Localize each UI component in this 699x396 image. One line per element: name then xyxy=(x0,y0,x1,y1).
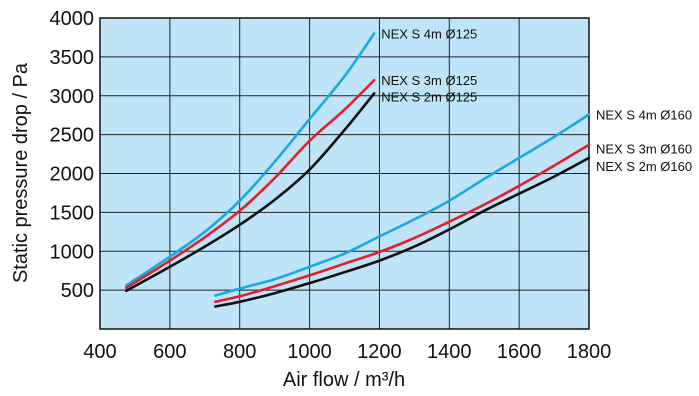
y-axis-title: Static pressure drop / Pa xyxy=(10,62,32,283)
series-line xyxy=(214,113,591,297)
series-line xyxy=(214,143,591,304)
x-tick-label: 1000 xyxy=(287,341,332,363)
series-line xyxy=(124,78,376,290)
x-axis-title: Air flow / m³/h xyxy=(283,369,405,391)
series-label: NEX S 2m Ø160 xyxy=(596,159,692,174)
y-tick-label: 2000 xyxy=(50,164,95,186)
x-tick-label: 1600 xyxy=(497,341,542,363)
y-tick-label: 1500 xyxy=(50,202,95,224)
series-label: NEX S 4m Ø160 xyxy=(596,107,692,122)
series-line xyxy=(124,92,376,293)
x-tick-labels: 400 600 800 1000 1200 1400 1600 1800 xyxy=(83,341,611,363)
x-tick-label: 800 xyxy=(223,341,256,363)
series-label: NEX S 4m Ø125 xyxy=(381,27,477,42)
y-tick-label: 3000 xyxy=(50,86,95,108)
y-tick-labels: 500 1000 1500 2000 2500 3000 3500 4000 xyxy=(50,8,95,302)
series-lines xyxy=(124,32,591,308)
y-tick-label: 1000 xyxy=(50,241,95,263)
x-tick-label: 1400 xyxy=(427,341,472,363)
y-tick-label: 4000 xyxy=(50,8,95,30)
y-tick-label: 3500 xyxy=(50,47,95,69)
series-label: NEX S 3m Ø125 xyxy=(381,73,477,88)
y-tick-label: 500 xyxy=(61,280,94,302)
x-tick-label: 1800 xyxy=(567,341,612,363)
x-tick-label: 1200 xyxy=(357,341,402,363)
series-label: NEX S 2m Ø125 xyxy=(381,89,477,104)
x-tick-label: 600 xyxy=(153,341,186,363)
y-tick-label: 2500 xyxy=(50,125,95,147)
series-line xyxy=(124,32,376,287)
x-tick-label: 400 xyxy=(83,341,116,363)
series-line xyxy=(214,156,591,308)
plot-frame xyxy=(99,17,590,330)
series-label: NEX S 3m Ø160 xyxy=(596,142,692,157)
